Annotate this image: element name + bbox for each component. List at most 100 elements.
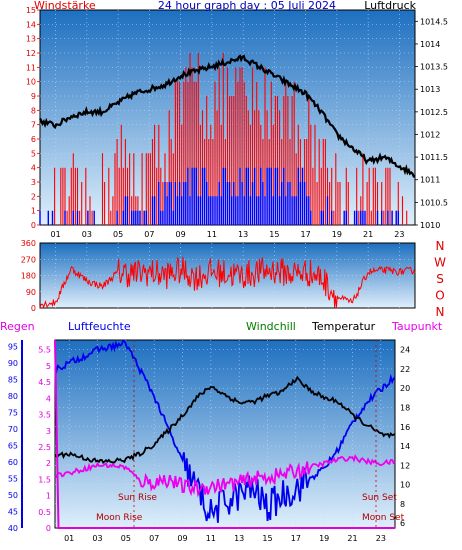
humidity-tick: 45 (8, 508, 18, 517)
pressure-title: Luftdruck (364, 0, 416, 12)
temperature-series (54, 375, 396, 464)
rain-tick: 4.5 (38, 378, 51, 387)
legend-item: Luftfeuchte (68, 320, 131, 333)
pressure-tick: 1011 (420, 176, 440, 185)
pressure-tick: 1014.5 (420, 17, 448, 26)
pressure-tick: 1012 (420, 130, 440, 139)
rain-tick: 5 (46, 362, 51, 371)
humidity-tick: 65 (8, 442, 18, 451)
wind-tick: 7 (31, 121, 36, 130)
temperature-tick: 24 (400, 346, 410, 355)
legend-item: Windchill (246, 320, 296, 333)
humidity-tick: 70 (8, 425, 18, 434)
temperature-tick: 14 (400, 442, 410, 451)
wind-tick: 15 (26, 6, 36, 15)
wind-tick: 6 (31, 135, 36, 144)
rain-tick: 5.5 (38, 346, 51, 355)
wind-tick: 8 (31, 106, 36, 115)
humidity-tick: 95 (8, 343, 18, 352)
rain-axis: 5.5 5 4.5 4 3.5 3 2.5 2 1.5 1 0.5 0 (38, 346, 51, 533)
wind-strength-title: Windstärke (34, 0, 96, 12)
humidity-tick: 75 (8, 409, 18, 418)
legend: Regen Luftfeuchte Windchill Temperatur Taupu… (0, 320, 443, 333)
wind-tick: 0 (31, 221, 36, 230)
pressure-axis: 1014.5 1014 1013.5 1013 1012.5 1012 1011.5 1011… (415, 17, 448, 230)
compass-label: S (436, 272, 444, 286)
bottom-series (54, 339, 396, 529)
humidity-tick: 40 (8, 524, 18, 533)
chart-title: 24 hour graph day : 05 Juli 2024 (158, 0, 336, 12)
wind-tick: 3 (31, 178, 36, 187)
rain-tick: 3 (46, 427, 51, 436)
legend-item: Taupunkt (391, 320, 443, 333)
pressure-series (39, 54, 416, 178)
top-hour-axis: 01 03 05 07 09 11 13 15 17 19 21 23 (51, 230, 405, 239)
direction-tick: 270 (21, 255, 36, 264)
compass-label: N (436, 239, 445, 253)
direction-tick: 0 (31, 304, 36, 313)
pressure-tick: 1010 (420, 221, 440, 230)
rain-tick: 3.5 (38, 411, 51, 420)
wind-tick: 14 (26, 20, 36, 29)
direction-axis: 360 270 180 90 0 (21, 239, 36, 313)
rain-tick: 1.5 (38, 475, 51, 484)
temperature-tick: 18 (400, 403, 410, 412)
hour-label: 01 (51, 230, 61, 239)
rain-tick: 0 (46, 524, 51, 533)
wind-tick: 12 (26, 49, 36, 58)
wind-gust-series (39, 167, 399, 225)
direction-tick: 90 (26, 288, 36, 297)
top-grid (40, 10, 415, 225)
direction-tick: 360 (21, 239, 36, 248)
humidity-tick: 60 (8, 458, 18, 467)
hour-label: 07 (149, 534, 159, 543)
hour-label: 11 (206, 534, 216, 543)
bottom-hour-axis: 01 03 05 07 09 11 13 15 17 19 21 23 (64, 534, 386, 543)
hour-label: 03 (92, 534, 102, 543)
hour-label: 09 (176, 230, 186, 239)
pressure-tick: 1013 (420, 85, 440, 94)
wind-tick: 11 (26, 63, 36, 72)
hour-label: 13 (234, 534, 244, 543)
pressure-tick: 1011.5 (420, 153, 448, 162)
compass-label: W (434, 256, 446, 270)
wind-tick: 5 (31, 149, 36, 158)
temperature-tick: 10 (400, 481, 410, 490)
hour-label: 11 (207, 230, 217, 239)
rain-tick: 4 (46, 394, 51, 403)
hour-label: 07 (144, 230, 154, 239)
hour-label: 05 (121, 534, 131, 543)
wind-tick: 10 (26, 78, 36, 87)
temperature-axis: 24 22 20 18 16 14 12 10 8 6 (400, 346, 410, 529)
pressure-tick: 1013.5 (420, 63, 448, 72)
hour-label: 13 (238, 230, 248, 239)
top-series (39, 53, 416, 225)
humidity-tick: 80 (8, 392, 18, 401)
hour-label: 21 (363, 230, 373, 239)
compass-label: N (436, 305, 445, 319)
hour-label: 03 (82, 230, 92, 239)
humidity-axis: 95 90 85 80 75 70 65 60 55 50 45 40 (8, 340, 23, 533)
rain-tick: 0.5 (38, 508, 51, 517)
rain-tick: 2 (46, 459, 51, 468)
temperature-tick: 6 (400, 519, 405, 528)
hour-label: 09 (177, 534, 187, 543)
temperature-tick: 22 (400, 365, 410, 374)
moon-rise-label: Moon Rise (96, 513, 143, 523)
humidity-tick: 85 (8, 376, 18, 385)
legend-item: Temperatur (311, 320, 376, 333)
temperature-tick: 12 (400, 461, 410, 470)
pressure-tick: 1012.5 (420, 108, 448, 117)
mid-series (39, 256, 416, 309)
moon-set-label: Moon Set (362, 513, 405, 523)
hour-label: 23 (376, 534, 386, 543)
temperature-tick: 16 (400, 423, 410, 432)
pressure-tick: 1014 (420, 40, 440, 49)
pressure-tick: 1010.5 (420, 198, 448, 207)
rain-series (54, 339, 395, 529)
hour-label: 19 (332, 230, 342, 239)
temperature-tick: 20 (400, 384, 410, 393)
legend-item: Regen (0, 320, 35, 333)
rain-tick: 1 (46, 492, 51, 501)
